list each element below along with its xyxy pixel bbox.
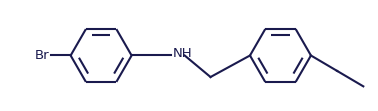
Text: Br: Br bbox=[34, 49, 49, 62]
Text: NH: NH bbox=[173, 47, 192, 60]
